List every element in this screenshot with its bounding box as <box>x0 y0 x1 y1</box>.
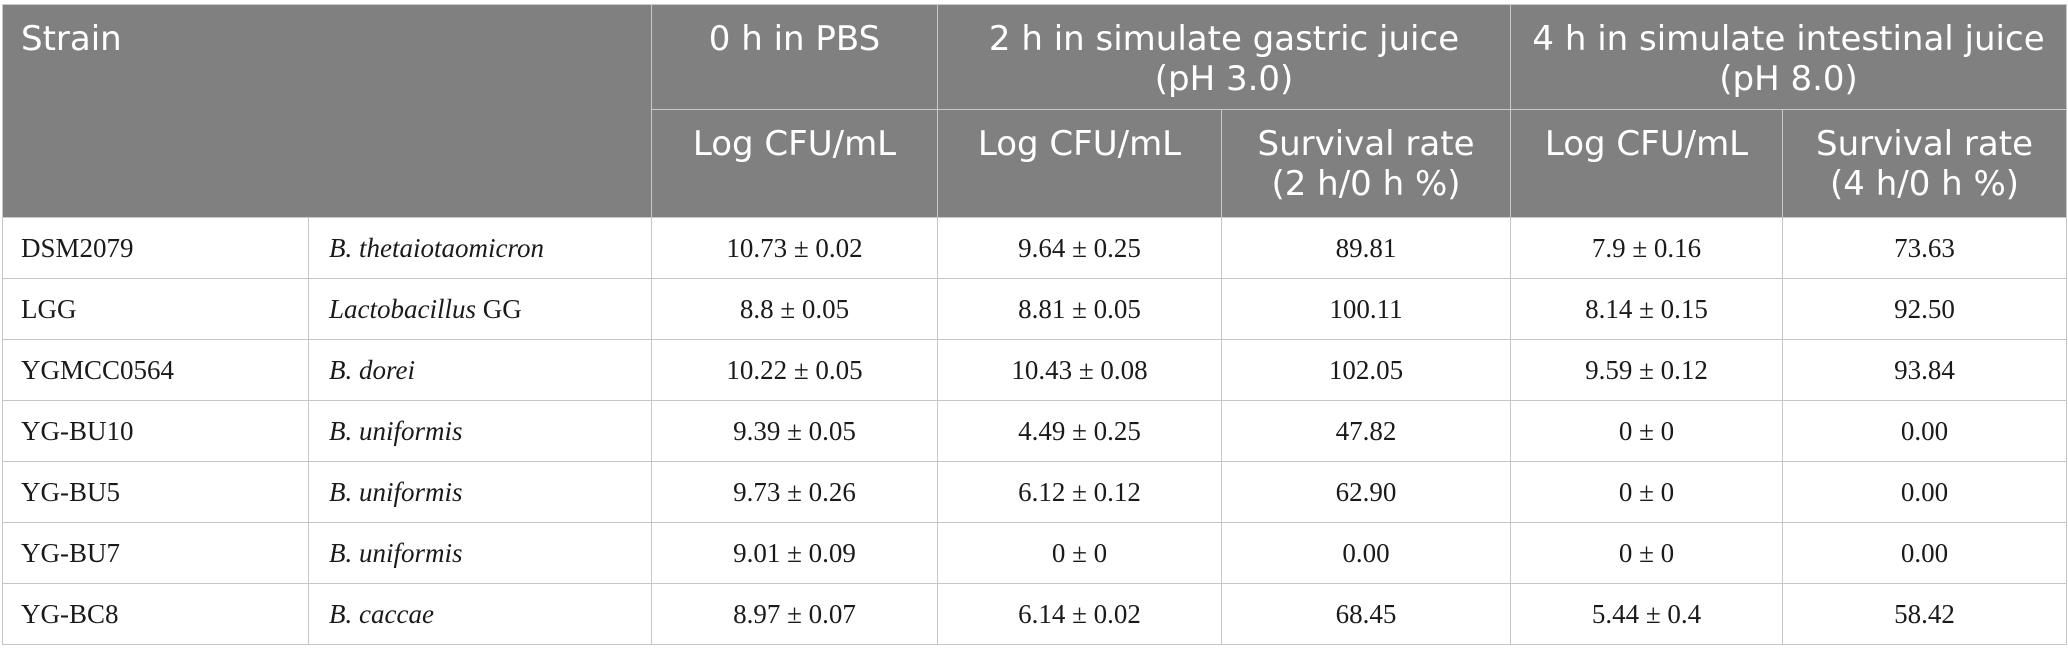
strain-cell: YG-BU5 <box>2 461 309 523</box>
intestinal-log-cell: 5.44 ± 0.4 <box>1510 583 1784 645</box>
species-cell: B. uniformis <box>307 461 653 523</box>
header-survival-2h-line1: Survival rate <box>1257 124 1475 164</box>
table-row: YG-BU10 B. uniformis 9.39 ± 0.05 4.49 ± … <box>2 400 2068 462</box>
header-intestinal: 4 h in simulate intestinal juice (pH 8.0) <box>1510 4 2068 110</box>
gastric-log-cell: 10.43 ± 0.08 <box>937 339 1223 401</box>
header-intestinal-line1: 4 h in simulate intestinal juice <box>1532 19 2045 59</box>
header-survival-2h-line2: (2 h/0 h %) <box>1271 164 1461 204</box>
header-survival-4h-line1: Survival rate <box>1816 124 2033 164</box>
header-row-top: Strain 0 h in PBS 2 h in simulate gastri… <box>1 4 2068 218</box>
pbs-log-cell: 10.73 ± 0.02 <box>651 217 939 279</box>
strain-cell: YG-BU7 <box>2 522 309 584</box>
strain-cell: YG-BU10 <box>2 400 309 462</box>
intestinal-log-cell: 0 ± 0 <box>1510 400 1784 462</box>
gastric-log-cell: 0 ± 0 <box>937 522 1223 584</box>
species-cell: B. caccae <box>307 583 653 645</box>
header-pbs-log-cfu: Log CFU/mL <box>651 109 939 218</box>
gastric-survival-cell: 89.81 <box>1221 217 1512 279</box>
table-row: YG-BU7 B. uniformis 9.01 ± 0.09 0 ± 0 0.… <box>2 522 2068 584</box>
header-pbs: 0 h in PBS <box>651 4 939 110</box>
intestinal-survival-cell: 73.63 <box>1782 217 2068 279</box>
intestinal-survival-cell: 93.84 <box>1782 339 2068 401</box>
table-row: LGG Lactobacillus GG 8.8 ± 0.05 8.81 ± 0… <box>2 278 2068 340</box>
intestinal-log-cell: 0 ± 0 <box>1510 461 1784 523</box>
species-name: Lactobacillus <box>329 293 476 324</box>
gastric-survival-cell: 62.90 <box>1221 461 1512 523</box>
pbs-log-cell: 9.39 ± 0.05 <box>651 400 939 462</box>
table-row: YGMCC0564 B. dorei 10.22 ± 0.05 10.43 ± … <box>2 339 2068 401</box>
header-survival-4h-line2: (4 h/0 h %) <box>1829 164 2020 204</box>
species-name: B. dorei <box>329 354 415 385</box>
gastric-survival-cell: 68.45 <box>1221 583 1512 645</box>
header-intestinal-survival: Survival rate (4 h/0 h %) <box>1782 109 2068 218</box>
gastric-survival-cell: 0.00 <box>1221 522 1512 584</box>
species-name: B. uniformis <box>329 415 463 446</box>
gastric-log-cell: 6.14 ± 0.02 <box>937 583 1223 645</box>
gastric-survival-cell: 47.82 <box>1221 400 1512 462</box>
pbs-log-cell: 8.97 ± 0.07 <box>651 583 939 645</box>
pbs-log-cell: 10.22 ± 0.05 <box>651 339 939 401</box>
header-gastric-log-cfu: Log CFU/mL <box>937 109 1223 218</box>
species-name: B. thetaiotaomicron <box>329 232 544 263</box>
table-row: YG-BC8 B. caccae 8.97 ± 0.07 6.14 ± 0.02… <box>2 583 2068 645</box>
header-intestinal-log-cfu: Log CFU/mL <box>1510 109 1784 218</box>
species-cell: B. thetaiotaomicron <box>307 217 653 279</box>
species-cell: B. dorei <box>307 339 653 401</box>
intestinal-survival-cell: 0.00 <box>1782 461 2068 523</box>
header-gastric-survival: Survival rate (2 h/0 h %) <box>1221 109 1512 218</box>
strain-cell: DSM2079 <box>2 217 309 279</box>
strain-cell: YGMCC0564 <box>2 339 309 401</box>
species-cell: Lactobacillus GG <box>307 278 653 340</box>
species-name: B. uniformis <box>329 537 463 568</box>
pbs-log-cell: 9.01 ± 0.09 <box>651 522 939 584</box>
table-row: DSM2079 B. thetaiotaomicron 10.73 ± 0.02… <box>2 217 2068 279</box>
pbs-log-cell: 8.8 ± 0.05 <box>651 278 939 340</box>
gastric-log-cell: 9.64 ± 0.25 <box>937 217 1223 279</box>
species-name: B. uniformis <box>329 476 463 507</box>
pbs-log-cell: 9.73 ± 0.26 <box>651 461 939 523</box>
intestinal-survival-cell: 0.00 <box>1782 400 2068 462</box>
species-cell: B. uniformis <box>307 522 653 584</box>
species-name: B. caccae <box>329 598 434 629</box>
intestinal-survival-cell: 58.42 <box>1782 583 2068 645</box>
intestinal-log-cell: 9.59 ± 0.12 <box>1510 339 1784 401</box>
gastric-survival-cell: 102.05 <box>1221 339 1512 401</box>
strain-cell: LGG <box>2 278 309 340</box>
intestinal-log-cell: 7.9 ± 0.16 <box>1510 217 1784 279</box>
table-row: YG-BU5 B. uniformis 9.73 ± 0.26 6.12 ± 0… <box>2 461 2068 523</box>
gastric-log-cell: 6.12 ± 0.12 <box>937 461 1223 523</box>
intestinal-log-cell: 0 ± 0 <box>1510 522 1784 584</box>
header-intestinal-line2: (pH 8.0) <box>1719 59 1858 99</box>
header-strain: Strain <box>1 4 653 218</box>
intestinal-survival-cell: 0.00 <box>1782 522 2068 584</box>
gastric-log-cell: 4.49 ± 0.25 <box>937 400 1223 462</box>
species-suffix: GG <box>476 293 522 324</box>
strain-cell: YG-BC8 <box>2 583 309 645</box>
header-gastric-line2: (pH 3.0) <box>1154 59 1294 99</box>
intestinal-survival-cell: 92.50 <box>1782 278 2068 340</box>
header-gastric: 2 h in simulate gastric juice (pH 3.0) <box>937 4 1512 110</box>
gastric-survival-cell: 100.11 <box>1221 278 1512 340</box>
gastric-log-cell: 8.81 ± 0.05 <box>937 278 1223 340</box>
header-gastric-line1: 2 h in simulate gastric juice <box>988 19 1460 59</box>
intestinal-log-cell: 8.14 ± 0.15 <box>1510 278 1784 340</box>
survival-table: Strain 0 h in PBS 2 h in simulate gastri… <box>1 4 2068 645</box>
header-row-sub: Log CFU/mL Log CFU/mL Survival rate (2 h/… <box>3 109 2068 218</box>
species-cell: B. uniformis <box>307 400 653 462</box>
